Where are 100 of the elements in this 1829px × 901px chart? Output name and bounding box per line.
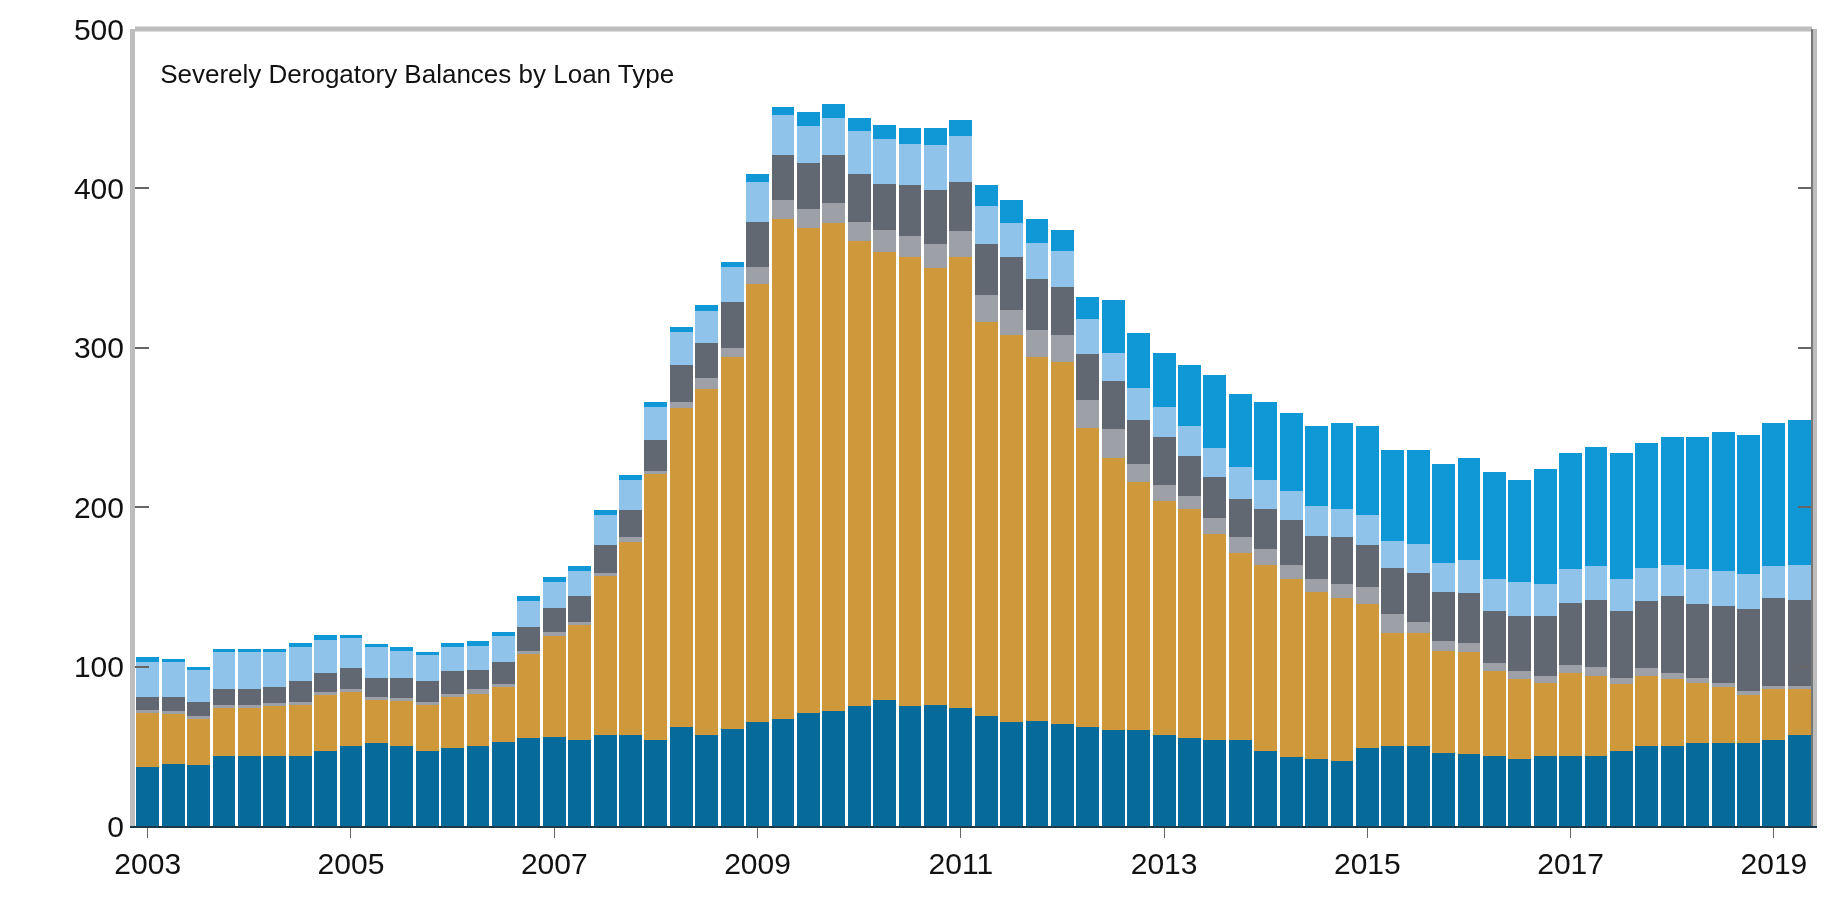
bar <box>492 661 515 685</box>
bar <box>1762 422 1786 567</box>
bar <box>695 311 719 344</box>
bar <box>619 735 642 826</box>
bar <box>1737 743 1760 826</box>
bar <box>1330 760 1354 826</box>
bar <box>1355 604 1379 748</box>
bar <box>1660 437 1684 565</box>
bar <box>1559 665 1583 673</box>
bar <box>237 755 261 826</box>
bar <box>1254 508 1278 549</box>
bar <box>619 542 642 736</box>
bar <box>212 704 236 709</box>
bar <box>1101 381 1125 430</box>
bar <box>644 473 668 740</box>
bar <box>517 653 541 739</box>
bar <box>619 510 642 538</box>
bar <box>949 135 973 183</box>
bar <box>1432 464 1455 563</box>
bar <box>1482 578 1506 611</box>
bar <box>263 755 287 826</box>
bar <box>1686 682 1710 744</box>
bar <box>212 708 236 756</box>
bar <box>466 746 490 826</box>
bar <box>1406 572 1430 622</box>
bar <box>136 767 160 826</box>
bar <box>364 700 388 744</box>
bar <box>415 701 439 705</box>
x-tick-label: 2009 <box>724 847 791 880</box>
bar <box>644 739 668 826</box>
bar <box>720 347 744 358</box>
bar <box>746 266 769 285</box>
bar <box>1559 569 1583 603</box>
bar <box>1762 685 1786 689</box>
bar <box>390 746 414 826</box>
bar <box>263 706 287 756</box>
bar <box>1101 429 1125 458</box>
bar <box>568 566 592 571</box>
bar <box>1660 746 1684 826</box>
bar <box>1508 582 1532 616</box>
bar <box>923 704 947 826</box>
bar <box>619 537 642 543</box>
bar <box>1152 500 1176 736</box>
bar <box>1686 604 1710 678</box>
bar <box>1051 250 1074 288</box>
bar <box>593 575 617 736</box>
bar <box>1584 676 1608 756</box>
bar <box>796 111 820 127</box>
bar <box>542 577 566 583</box>
bar <box>1432 591 1455 642</box>
bar <box>1152 406 1176 438</box>
bar <box>1787 688 1811 736</box>
bar <box>415 680 439 702</box>
bar <box>1025 330 1049 358</box>
bar <box>466 688 490 694</box>
bar <box>1076 427 1100 728</box>
bar <box>1279 519 1303 565</box>
bar <box>212 688 236 705</box>
bar <box>1025 242 1049 280</box>
bar <box>1305 535 1328 579</box>
bar <box>720 357 744 729</box>
bar <box>669 727 693 826</box>
bar <box>1584 599 1608 667</box>
bar <box>822 711 846 826</box>
bar <box>1152 352 1176 407</box>
bar <box>1152 484 1176 501</box>
bar <box>339 634 363 638</box>
bar <box>339 692 363 747</box>
bar <box>1178 365 1201 426</box>
bar <box>187 765 210 826</box>
bar <box>974 295 998 323</box>
bar <box>237 649 261 653</box>
bar <box>1686 677 1710 683</box>
bar <box>796 209 820 229</box>
bar <box>1279 564 1303 579</box>
bar <box>339 688 363 693</box>
bar <box>1559 755 1583 826</box>
bar <box>415 751 439 826</box>
bar <box>1762 739 1786 826</box>
bar <box>136 657 160 662</box>
bar <box>1355 586 1379 605</box>
bar <box>339 746 363 826</box>
bar <box>1635 746 1659 826</box>
bar <box>1533 615 1557 677</box>
bar <box>923 127 947 146</box>
bar <box>720 301 744 348</box>
bar <box>364 696 388 701</box>
bar <box>187 716 210 720</box>
bar <box>1711 570 1735 607</box>
bar <box>1178 738 1201 826</box>
bar <box>746 284 769 723</box>
bar <box>1432 641 1455 651</box>
bar <box>898 143 922 186</box>
bar <box>1711 743 1735 826</box>
bar <box>263 652 287 688</box>
bar <box>364 677 388 697</box>
bar <box>237 688 261 705</box>
bar <box>746 182 769 222</box>
bar <box>1559 453 1583 570</box>
bar <box>771 199 795 219</box>
